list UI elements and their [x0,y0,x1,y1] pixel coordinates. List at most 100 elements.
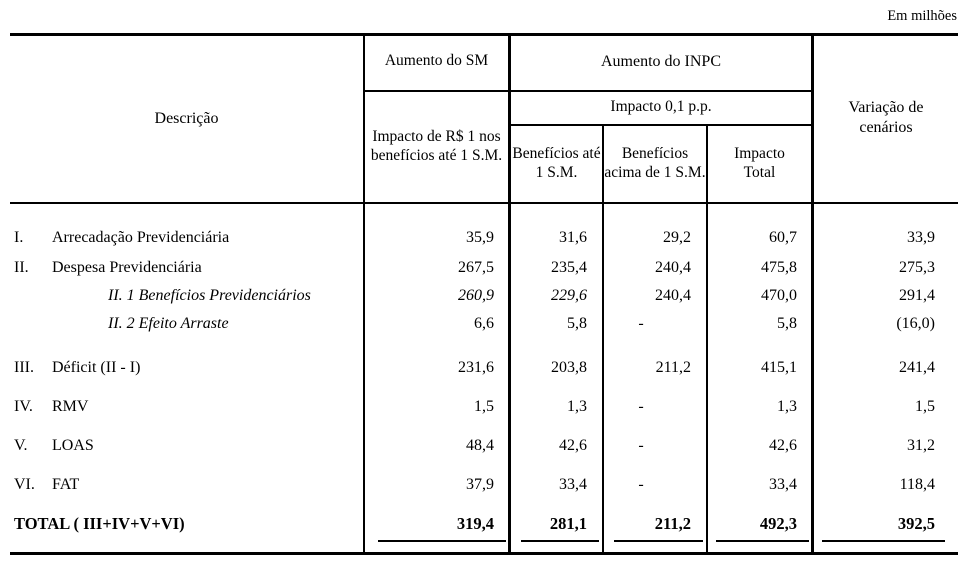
value-sm: 267,5 [458,259,494,276]
header-beneficios-acima-1sm-label: Benefícios acima de 1 S.M. [604,145,706,181]
header-beneficios-ate-1sm-label: Benefícios até 1 S.M. [512,145,601,181]
total-underline [521,540,599,542]
table-bottom-rule [10,552,958,555]
value-inpc-acima: - [638,398,644,415]
value-impacto-total: 415,1 [761,359,797,376]
value-variacao: 241,4 [899,359,935,376]
value-inpc-acima: - [638,476,644,493]
value-inpc-ate: 203,8 [551,359,587,376]
total-underline [378,540,506,542]
value-inpc-acima: 240,4 [655,259,691,276]
row-label: II. Despesa Previdenciária [10,259,363,277]
total-value-sm: 319,4 [456,514,494,533]
row-label: IV. RMV [10,398,363,416]
table-row: II. 1 Benefícios Previdenciários 260,9 2… [10,281,955,311]
header-aumento-inpc: Aumento do INPC [511,33,811,90]
row-numeral: II. [14,259,29,276]
v-rule-descricao [363,33,365,555]
value-sm: 48,4 [466,437,494,454]
value-inpc-ate: 42,6 [559,437,587,454]
table-row: V. LOAS 48,4 42,6 - 42,6 31,2 [10,431,955,461]
row-numeral: VI. [14,476,35,493]
value-inpc-ate: 229,6 [551,287,587,304]
value-sm: 260,9 [458,287,494,304]
row-name: Despesa Previdenciária [52,259,202,276]
row-numeral: V. [14,437,28,454]
row-label: II. 2 Efeito Arraste [10,315,363,333]
header-descricao-label: Descrição [154,109,219,127]
table-row: I. Arrecadação Previdenciária 35,9 31,6 … [10,223,955,253]
value-variacao: 275,3 [899,259,935,276]
total-underline [716,540,809,542]
table-top-rule [10,33,958,36]
table-row: IV. RMV 1,5 1,3 - 1,3 1,5 [10,392,955,422]
row-label: II. 1 Benefícios Previdenciários [10,287,363,305]
header-aumento-sm: Aumento do SM [365,33,508,90]
row-name: RMV [52,398,89,415]
impacto-pp-rule [510,124,813,126]
header-impacto-r1-label: Impacto de R$ 1 nos benefícios até 1 S.M… [370,128,503,164]
row-name: Arrecadação Previdenciária [52,229,230,246]
total-label: TOTAL ( III+IV+V+VI) [10,514,363,534]
value-sm: 1,5 [474,398,494,415]
value-inpc-acima: - [638,437,644,454]
row-numeral: IV. [14,398,33,415]
total-name: TOTAL ( III+IV+V+VI) [14,514,185,533]
value-impacto-total: 60,7 [769,229,797,246]
value-inpc-ate: 5,8 [567,315,587,332]
header-aumento-inpc-label: Aumento do INPC [601,52,721,70]
value-variacao: 1,5 [915,398,935,415]
total-value-impacto-total: 492,3 [759,514,797,533]
row-name: FAT [52,476,80,493]
value-inpc-ate: 1,3 [567,398,587,415]
header-aumento-sm-label: Aumento do SM [384,52,489,70]
table-row: VI. FAT 37,9 33,4 - 33,4 118,4 [10,470,955,500]
row-label: III. Déficit (II - I) [10,359,363,377]
header-descricao: Descrição [10,35,363,202]
header-impacto-r1: Impacto de R$ 1 nos benefícios até 1 S.M… [367,92,506,202]
row-name: LOAS [52,437,94,454]
header-beneficios-ate-1sm: Benefícios até 1 S.M. [511,126,602,202]
value-inpc-acima: 240,4 [655,287,691,304]
value-inpc-ate: 235,4 [551,259,587,276]
value-sm: 231,6 [458,359,494,376]
header-bottom-rule [10,202,958,204]
header-impacto-01pp: Impacto 0,1 p.p. [511,90,811,124]
value-inpc-acima: - [638,315,644,332]
value-impacto-total: 42,6 [769,437,797,454]
value-impacto-total: 470,0 [761,287,797,304]
value-variacao: 31,2 [907,437,935,454]
v-rule-sm-inpc-thick [508,33,511,555]
header-variacao-cenarios: Variação de cenários [814,33,958,202]
value-impacto-total: 1,3 [777,398,797,415]
row-numeral: III. [14,359,34,376]
header-variacao-cenarios-label: Variação de cenários [848,98,924,136]
total-underline [614,540,703,542]
value-variacao: 291,4 [899,287,935,304]
value-variacao: (16,0) [896,315,935,332]
row-label: I. Arrecadação Previdenciária [10,229,363,247]
row-name: II. 1 Benefícios Previdenciários [108,287,311,304]
unit-caption: Em milhões [887,8,957,24]
value-sm: 35,9 [466,229,494,246]
row-label: VI. FAT [10,476,363,494]
header-impacto-total: Impacto Total [708,126,811,202]
value-sm: 37,9 [466,476,494,493]
row-numeral: I. [14,229,24,246]
table-row: III. Déficit (II - I) 231,6 203,8 211,2 … [10,353,955,383]
value-impacto-total: 33,4 [769,476,797,493]
v-rule-subcol-2 [706,124,708,555]
v-rule-variacao-thick [811,33,814,555]
value-inpc-ate: 33,4 [559,476,587,493]
total-value-variacao: 392,5 [897,514,935,533]
total-value-inpc-acima: 211,2 [654,514,691,533]
value-sm: 6,6 [474,315,494,332]
header-impacto-01pp-label: Impacto 0,1 p.p. [610,97,712,115]
total-value-inpc-ate: 281,1 [549,514,587,533]
v-rule-subcol-1 [602,124,604,555]
value-inpc-acima: 211,2 [655,359,691,376]
table-total-row: TOTAL ( III+IV+V+VI) 319,4 281,1 211,2 4… [10,509,955,539]
row-name: Déficit (II - I) [52,359,141,376]
header-beneficios-acima-1sm: Benefícios acima de 1 S.M. [604,126,706,202]
